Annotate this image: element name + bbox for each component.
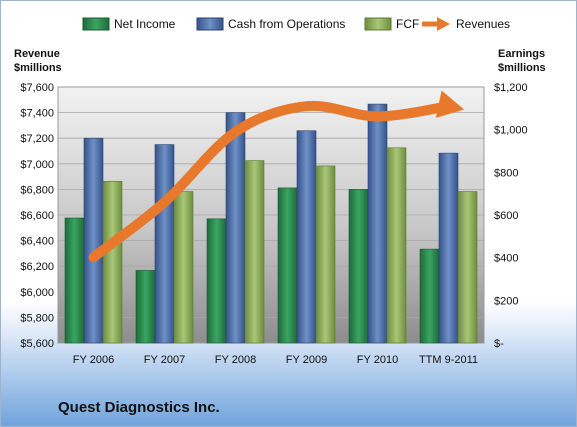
- left-axis-tick-label: $6,800: [20, 184, 54, 196]
- bar-cash-from-operations: [367, 103, 388, 344]
- bar-net-income: [277, 187, 298, 344]
- left-axis-tick-label: $7,600: [20, 82, 54, 94]
- bar-net-income: [64, 217, 85, 344]
- category-label: FY 2010: [357, 354, 398, 366]
- bar-cash-from-operations: [296, 130, 317, 344]
- right-axis-tick-label: $1,000: [494, 125, 528, 137]
- bars: [64, 103, 478, 344]
- legend-swatch-net-income: [82, 17, 110, 31]
- bar-net-income: [348, 189, 369, 344]
- left-axis-tick-label: $5,800: [20, 312, 54, 324]
- left-axis-title-line2: $millions: [14, 62, 62, 74]
- left-axis-tick-label: $5,600: [20, 338, 54, 350]
- right-axis-title-line1: Earnings: [498, 48, 545, 60]
- left-axis-tick-label: $7,000: [20, 159, 54, 171]
- category-label: FY 2006: [73, 354, 114, 366]
- legend-label-net-income: Net Income: [114, 17, 176, 31]
- revenue-line: [88, 90, 465, 263]
- legend-label-cash-from-operations: Cash from Operations: [228, 17, 345, 31]
- bar-fcf: [386, 147, 407, 344]
- left-axis-tick-label: $7,400: [20, 108, 54, 120]
- bar-net-income: [419, 248, 440, 344]
- category-label: TTM 9-2011: [419, 354, 478, 366]
- bar-fcf: [173, 191, 194, 344]
- legend-arrowhead-revenues: [437, 17, 450, 31]
- bar-net-income: [206, 218, 227, 344]
- left-axis-ticks: $5,600 $5,800 $6,000 $6,200 $6,400 $6,600 $6,8…: [20, 82, 54, 350]
- left-axis-tick-label: $6,400: [20, 236, 54, 248]
- legend-swatch-cash-from-operations: [196, 17, 224, 31]
- category-label: FY 2009: [286, 354, 327, 366]
- left-axis-tick-label: $7,200: [20, 133, 54, 145]
- left-axis-tick-label: $6,000: [20, 287, 54, 299]
- bar-cash-from-operations: [438, 152, 459, 344]
- right-axis-tick-label: $-: [494, 338, 504, 350]
- left-axis-title-line1: Revenue: [14, 48, 60, 60]
- bar-fcf: [315, 165, 336, 344]
- bar-cash-from-operations: [83, 137, 104, 344]
- bar-fcf: [457, 191, 478, 344]
- revenue-line-arrowhead: [435, 90, 465, 118]
- right-axis-tick-label: $400: [494, 253, 518, 265]
- right-axis-tick-label: $200: [494, 295, 518, 307]
- legend-swatch-fcf: [364, 17, 392, 31]
- right-axis-tick-label: $800: [494, 167, 518, 179]
- legend: Net Income Cash from Operations FCF Reve…: [82, 17, 510, 31]
- left-axis-tick-label: $6,600: [20, 210, 54, 222]
- revenue-line-path: [88, 100, 454, 263]
- legend-label-revenues: Revenues: [456, 17, 510, 31]
- bar-fcf: [102, 180, 123, 344]
- bar-cash-from-operations: [225, 112, 246, 344]
- left-axis-tick-label: $6,200: [20, 261, 54, 273]
- bar-cash-from-operations: [154, 144, 175, 344]
- bar-fcf: [244, 160, 265, 344]
- company-name: Quest Diagnostics Inc.: [58, 399, 220, 416]
- category-label: FY 2008: [215, 354, 256, 366]
- bar-net-income: [135, 270, 156, 344]
- legend-label-fcf: FCF: [396, 17, 419, 31]
- category-labels: FY 2006 FY 2007 FY 2008 FY 2009 FY 2010 TTM 9…: [73, 354, 478, 366]
- right-axis-tick-label: $1,200: [494, 82, 528, 94]
- category-label: FY 2007: [144, 354, 185, 366]
- right-axis-title-line2: $millions: [498, 62, 546, 74]
- right-axis-tick-label: $600: [494, 210, 518, 222]
- right-axis-ticks: $- $200 $400 $600 $800 $1,000 $1,200: [494, 82, 528, 350]
